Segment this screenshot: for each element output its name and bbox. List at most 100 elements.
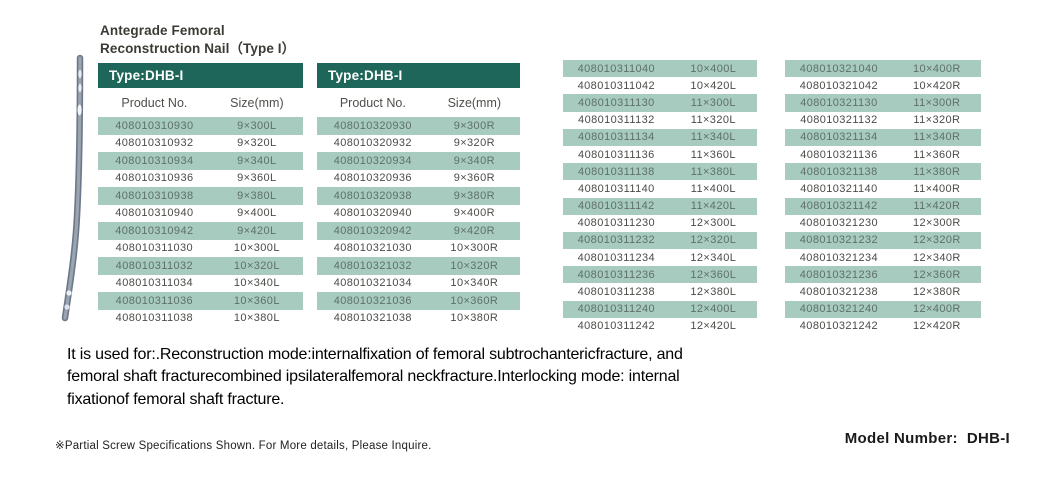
product-no-cell: 408010321030 <box>333 242 412 255</box>
size-cell: 9×400L <box>237 207 277 220</box>
table-row: 408010311238 12×380L <box>563 283 757 300</box>
product-no-cell: 408010320932 <box>333 137 412 150</box>
table-row: 408010321230 12×300R <box>785 215 981 232</box>
usage-description: It is used for:.Reconstruction mode:inte… <box>67 344 847 411</box>
size-cell: 11×420L <box>690 200 736 213</box>
product-no-cell: 408010311240 <box>577 303 656 316</box>
table-row: 408010321038 10×380R <box>317 310 520 328</box>
table-row: 408010310934 9×340L <box>98 152 303 170</box>
product-no-cell: 408010311142 <box>578 200 655 213</box>
size-cell: 12×360R <box>913 268 961 281</box>
table-row: 408010321034 10×340R <box>317 275 520 293</box>
size-cell: 11×360R <box>913 148 961 161</box>
product-no-cell: 408010311138 <box>578 165 655 178</box>
col-product-no: Product No. <box>339 96 406 110</box>
size-cell: 11×300R <box>913 96 961 109</box>
column-headers: Product No. Size(mm) <box>317 92 520 114</box>
table-row: 408010311132 11×320L <box>563 112 757 129</box>
table-row: 408010320930 9×300R <box>317 117 520 135</box>
size-cell: 11×300L <box>690 96 736 109</box>
product-no-cell: 408010311030 <box>115 242 194 255</box>
table-row: 408010320938 9×380R <box>317 187 520 205</box>
product-no-cell: 408010321240 <box>799 303 878 316</box>
table-row: 408010320936 9×360R <box>317 170 520 188</box>
product-no-cell: 408010311132 <box>578 114 655 127</box>
table-row: 408010321138 11×380R <box>785 163 981 181</box>
size-cell: 12×300L <box>690 217 737 230</box>
table-row: 408010311038 10×380L <box>98 310 303 328</box>
size-cell: 10×300R <box>450 242 499 255</box>
size-cell: 9×300L <box>237 119 277 132</box>
model-number-value: DHB-I <box>966 430 1010 447</box>
table-row: 408010311032 10×320L <box>98 257 303 275</box>
product-no-cell: 408010310942 <box>115 224 194 237</box>
product-no-cell: 408010321034 <box>333 277 412 290</box>
table-row: 408010311136 11×360L <box>563 146 757 163</box>
table-row: 408010321240 12×400R <box>785 300 981 318</box>
product-no-cell: 408010321230 <box>799 217 878 230</box>
table-row: 408010311042 10×420L <box>563 77 757 94</box>
product-table-left-R: Type:DHB-I Product No. Size(mm) 40801032… <box>317 63 520 327</box>
size-cell: 11×380L <box>690 165 736 178</box>
size-cell: 10×420R <box>913 79 961 92</box>
type-header-bar: Type:DHB-I <box>317 63 520 88</box>
size-cell: 9×300R <box>453 119 495 132</box>
product-table-left-L: Type:DHB-I Product No. Size(mm) 40801031… <box>98 63 303 327</box>
product-no-cell: 408010321142 <box>800 200 878 213</box>
size-cell: 12×400R <box>913 303 961 316</box>
size-cell: 12×400L <box>690 303 737 316</box>
product-no-cell: 408010321136 <box>800 148 878 161</box>
table-row: 408010321036 10×360R <box>317 292 520 310</box>
table-row: 408010311242 12×420L <box>563 318 757 335</box>
table-row: 408010311134 11×340L <box>563 128 757 146</box>
product-no-cell: 408010321032 <box>333 259 412 272</box>
table-row: 408010310932 9×320L <box>98 135 303 153</box>
table-row: 408010321142 11×420R <box>785 197 981 215</box>
product-no-cell: 408010321232 <box>799 234 878 247</box>
product-no-cell: 408010321132 <box>800 114 878 127</box>
table-row: 408010321236 12×360R <box>785 266 981 284</box>
size-cell: 9×400R <box>453 207 495 220</box>
table-row: 408010321130 11×300R <box>785 94 981 112</box>
product-no-cell: 408010311040 <box>577 62 656 75</box>
table-row: 408010311236 12×360L <box>563 266 757 284</box>
product-no-cell: 408010310938 <box>115 189 194 202</box>
footnote: ※Partial Screw Specifications Shown. For… <box>55 440 432 452</box>
table-row: 408010310938 9×380L <box>98 187 303 205</box>
product-no-cell: 408010311036 <box>115 294 194 307</box>
table-row: 408010321234 12×340R <box>785 249 981 266</box>
product-no-cell: 408010311130 <box>578 96 655 109</box>
product-no-cell: 408010321036 <box>333 294 412 307</box>
size-cell: 10×320L <box>233 259 280 272</box>
size-cell: 10×360L <box>233 294 280 307</box>
page-title-line1: Antegrade Femoral <box>100 23 225 38</box>
product-no-cell: 408010320934 <box>333 154 412 167</box>
table-row: 408010311040 10×400L <box>563 60 757 78</box>
product-no-cell: 408010320936 <box>333 172 412 185</box>
model-number: Model Number: DHB-I <box>845 430 1010 447</box>
table-row: 408010320942 9×420R <box>317 222 520 240</box>
table-row: 408010321136 11×360R <box>785 146 981 163</box>
size-cell: 9×340R <box>453 154 495 167</box>
table-row: 408010320940 9×400R <box>317 205 520 223</box>
product-no-cell: 408010311032 <box>115 259 194 272</box>
product-no-cell: 408010311230 <box>577 217 656 230</box>
product-no-cell: 408010310930 <box>115 119 194 132</box>
size-cell: 10×340R <box>450 277 499 290</box>
product-no-cell: 408010321238 <box>799 286 878 299</box>
product-no-cell: 408010311232 <box>577 234 656 247</box>
table-row: 408010310940 9×400L <box>98 205 303 223</box>
table-row: 408010311130 11×300L <box>563 94 757 112</box>
table-row: 408010320932 9×320R <box>317 135 520 153</box>
product-no-cell: 408010321140 <box>800 182 878 195</box>
size-cell: 9×380R <box>453 189 495 202</box>
size-cell: 12×320L <box>690 234 737 247</box>
size-cell: 9×380L <box>237 189 277 202</box>
table-rows: 408010311040 10×400L 408010311042 10×420L 40… <box>563 60 757 335</box>
product-no-cell: 408010311238 <box>577 286 656 299</box>
table-row: 408010311036 10×360L <box>98 292 303 310</box>
table-row: 408010311142 11×420L <box>563 197 757 215</box>
product-table-right-L: 408010311040 10×400L 408010311042 10×420L 40… <box>563 57 757 335</box>
size-cell: 11×420R <box>913 200 961 213</box>
size-cell: 12×340L <box>690 251 737 264</box>
